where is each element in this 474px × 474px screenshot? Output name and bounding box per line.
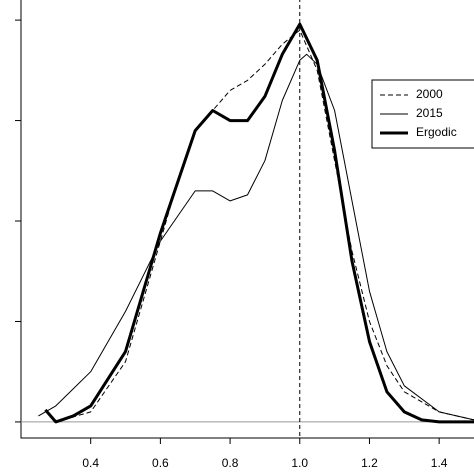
x-tick-label: 1.4 [431,456,448,470]
x-tick-label: 0.8 [222,456,239,470]
legend-label: 2015 [416,106,443,120]
density-line [38,53,474,421]
legend-label: Ergodic [416,125,457,139]
x-tick-label: 0.6 [152,456,169,470]
x-tick-label: 1.2 [361,456,378,470]
x-tick-label: 0.4 [82,456,99,470]
x-tick-label: 1.0 [291,456,308,470]
legend-label: 2000 [416,87,443,101]
plot-frame [20,0,474,439]
density-line [55,29,474,423]
density-line [44,22,474,424]
